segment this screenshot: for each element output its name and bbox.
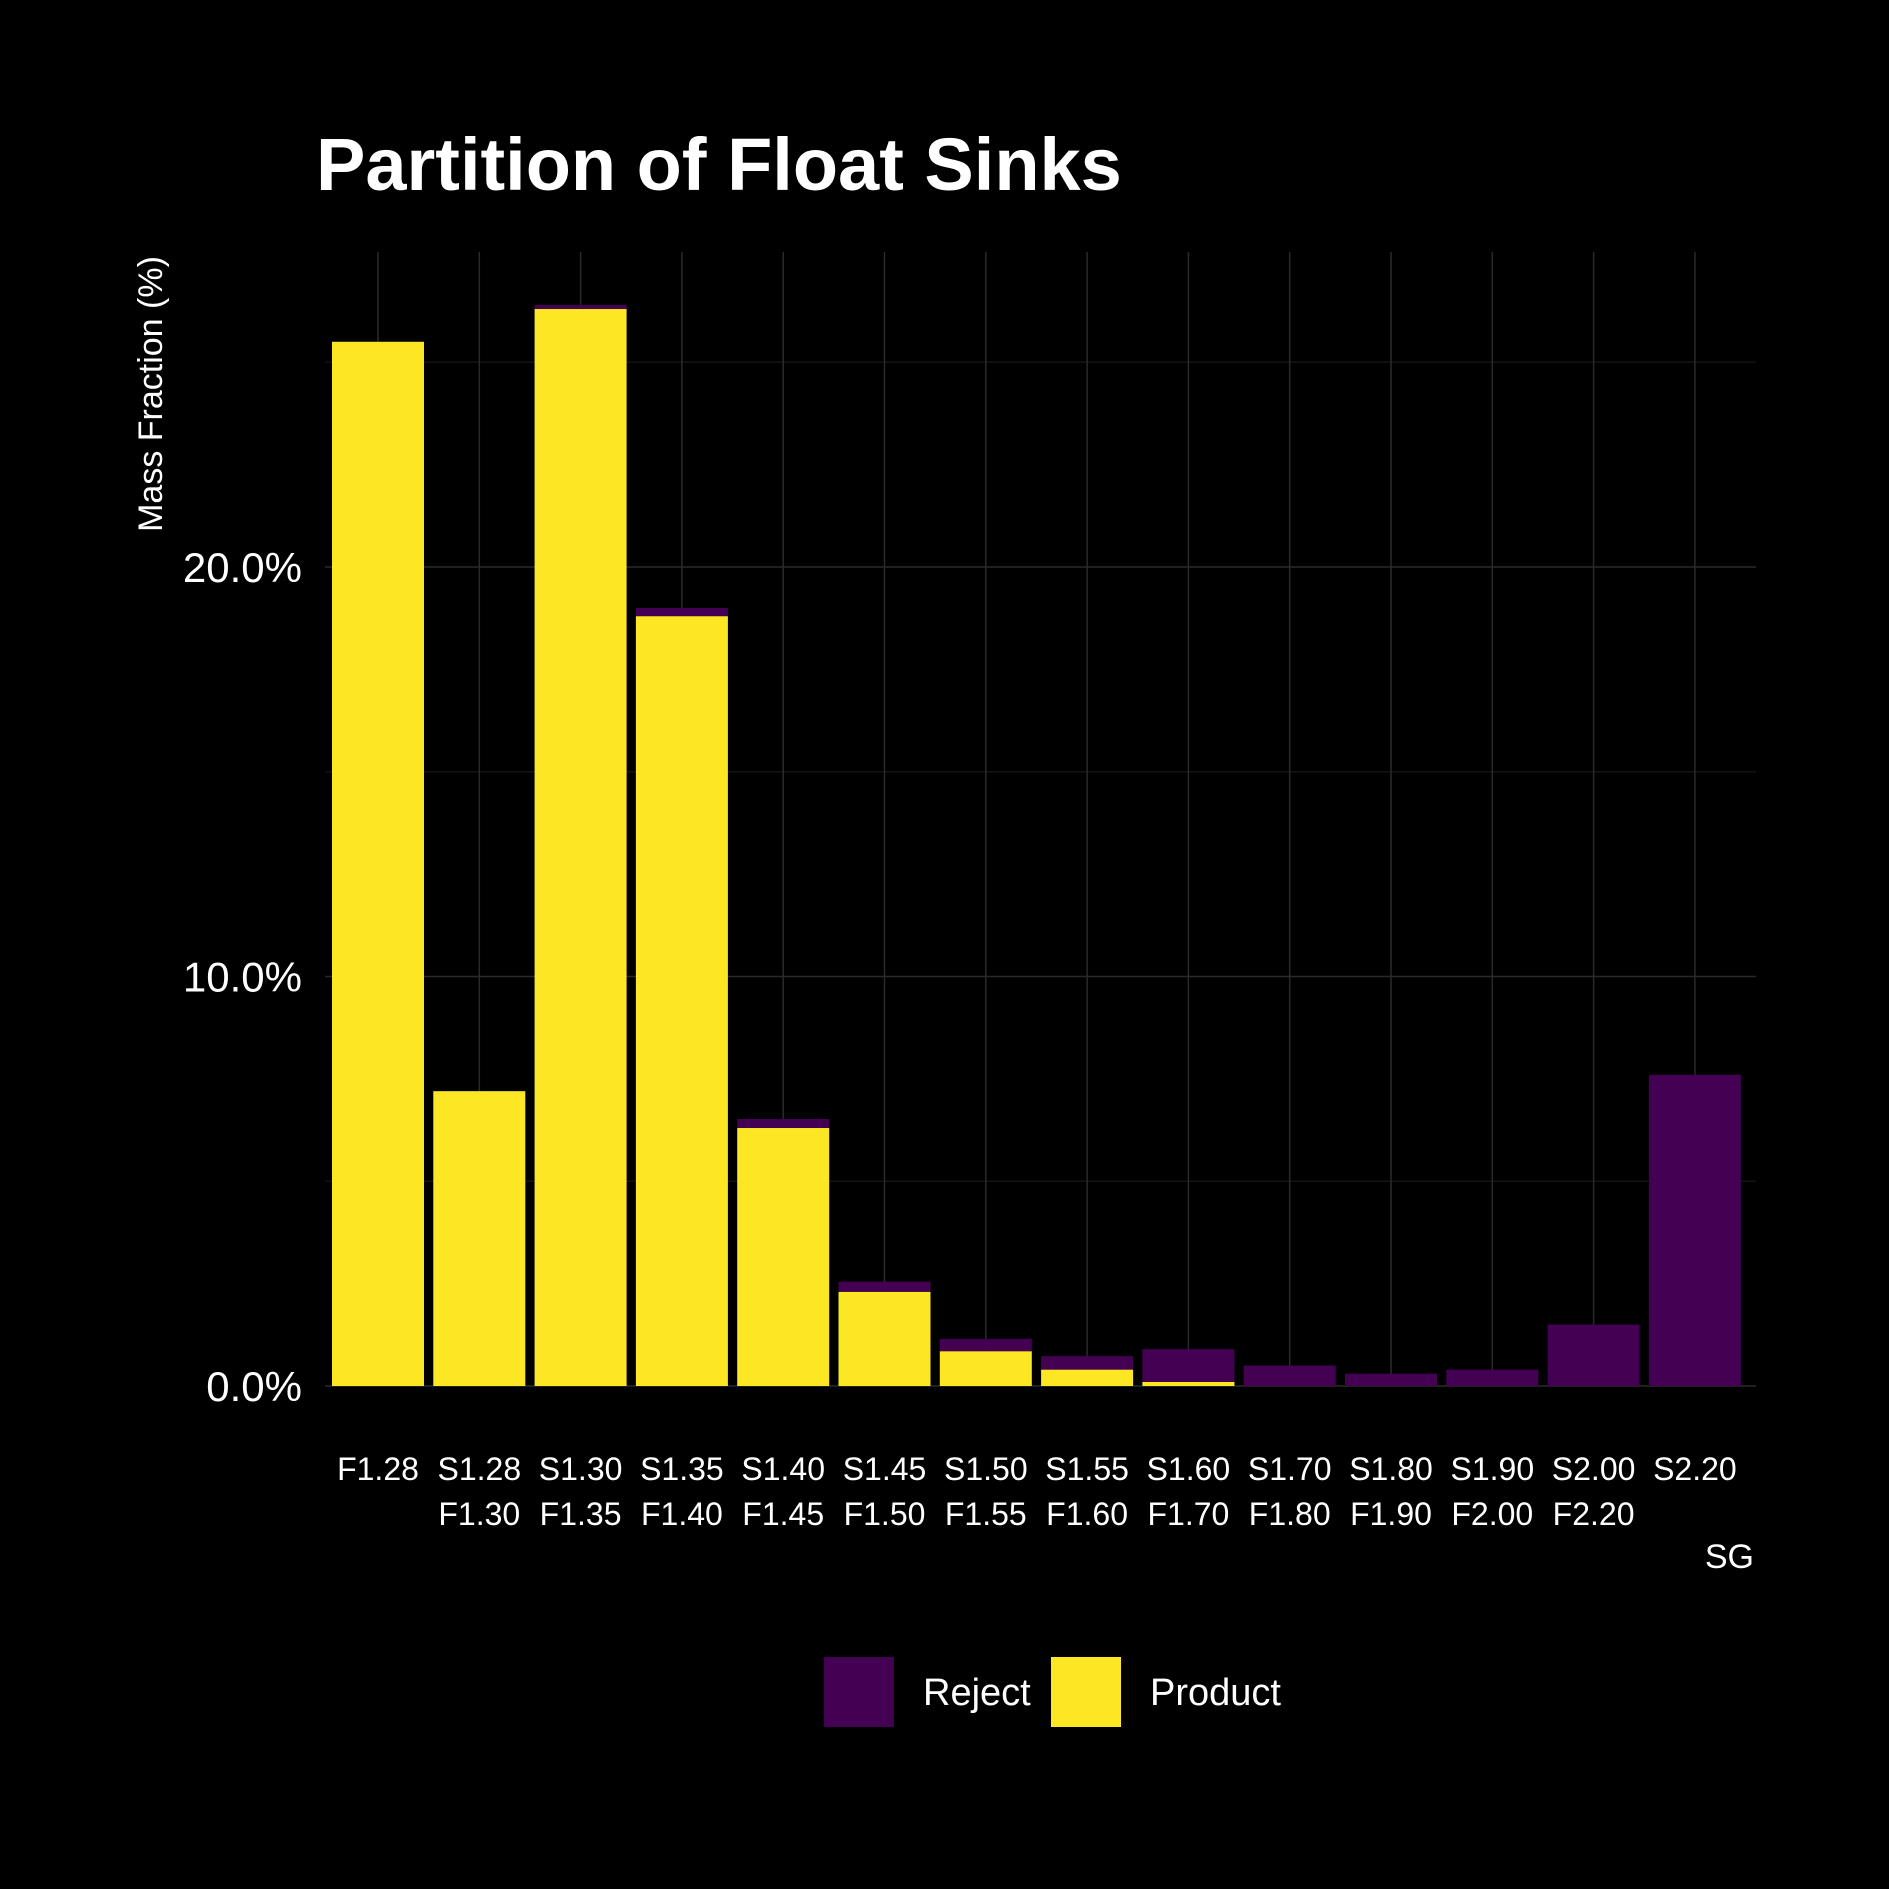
bar-product-0 [332, 341, 424, 1386]
x-tick-label: S1.80 [1349, 1451, 1433, 1487]
x-tick-label: S1.30 [539, 1451, 623, 1487]
x-tick-label: F1.55 [945, 1496, 1027, 1532]
x-tick-label: S2.00 [1552, 1451, 1636, 1487]
bar-reject-8 [1142, 1349, 1235, 1382]
bar-product-6 [939, 1351, 1032, 1386]
x-tick-label: F1.30 [438, 1496, 520, 1532]
y-tick-label: 20.0% [183, 544, 302, 591]
x-tick-label: F1.50 [844, 1496, 926, 1532]
legend: Reject Product [824, 1657, 1281, 1727]
x-tick-label: F1.80 [1249, 1496, 1331, 1532]
bar-reject-5 [838, 1281, 931, 1292]
x-tick-label: S2.20 [1653, 1451, 1737, 1487]
x-axis-label: SG [1705, 1538, 1754, 1576]
bar-product-5 [838, 1291, 931, 1386]
bar-reject-3 [635, 607, 728, 617]
chart-title: Partition of Float Sinks [316, 123, 1122, 206]
bar-product-3 [635, 616, 728, 1386]
bar-reject-12 [1547, 1324, 1640, 1386]
bar-product-4 [737, 1128, 830, 1386]
legend-label-product: Product [1150, 1672, 1281, 1714]
y-axis-label: Mass Fraction (%) [132, 256, 170, 532]
legend-swatch-reject [824, 1657, 894, 1727]
x-tick-label: S1.70 [1248, 1451, 1332, 1487]
bar-reject-13 [1648, 1074, 1741, 1386]
x-tick-label: F1.45 [742, 1496, 824, 1532]
bars [332, 304, 1741, 1386]
x-tick-label: F1.70 [1147, 1496, 1229, 1532]
x-tick-label: F1.28 [337, 1451, 419, 1487]
bar-reject-7 [1041, 1356, 1134, 1370]
bar-reject-2 [534, 304, 627, 310]
x-tick-label: S1.35 [640, 1451, 724, 1487]
x-tick-label: F1.40 [641, 1496, 723, 1532]
x-tick-label: F2.20 [1553, 1496, 1635, 1532]
x-tick-label: S1.50 [944, 1451, 1028, 1487]
y-tick-labels: 0.0% 10.0% 20.0% [183, 544, 302, 1410]
x-tick-label: S1.60 [1147, 1451, 1231, 1487]
bar-reject-6 [939, 1338, 1032, 1352]
bar-reject-4 [737, 1119, 830, 1129]
x-tick-label: F1.90 [1350, 1496, 1432, 1532]
legend-label-reject: Reject [923, 1672, 1031, 1714]
x-tick-label: S1.40 [741, 1451, 825, 1487]
x-tick-label: F2.00 [1451, 1496, 1533, 1532]
bar-reject-11 [1446, 1369, 1539, 1386]
y-tick-label: 10.0% [183, 954, 302, 1001]
x-tick-label: S1.90 [1450, 1451, 1534, 1487]
x-tick-label: S1.55 [1045, 1451, 1129, 1487]
x-tick-label: S1.45 [843, 1451, 927, 1487]
bar-product-8 [1142, 1381, 1235, 1386]
y-tick-label: 0.0% [206, 1363, 302, 1410]
bar-product-2 [534, 309, 627, 1386]
x-tick-label: S1.28 [437, 1451, 521, 1487]
bar-reject-10 [1345, 1373, 1437, 1386]
x-tick-labels: F1.28 S1.28 F1.30 S1.30 F1.35 S1.35 F1.40 S1.40… [337, 1451, 1737, 1532]
bar-reject-9 [1243, 1365, 1336, 1386]
x-tick-label: F1.60 [1046, 1496, 1128, 1532]
bar-product-7 [1041, 1369, 1134, 1386]
x-tick-label: F1.35 [540, 1496, 622, 1532]
legend-swatch-product [1051, 1657, 1121, 1727]
bar-product-1 [433, 1091, 526, 1386]
